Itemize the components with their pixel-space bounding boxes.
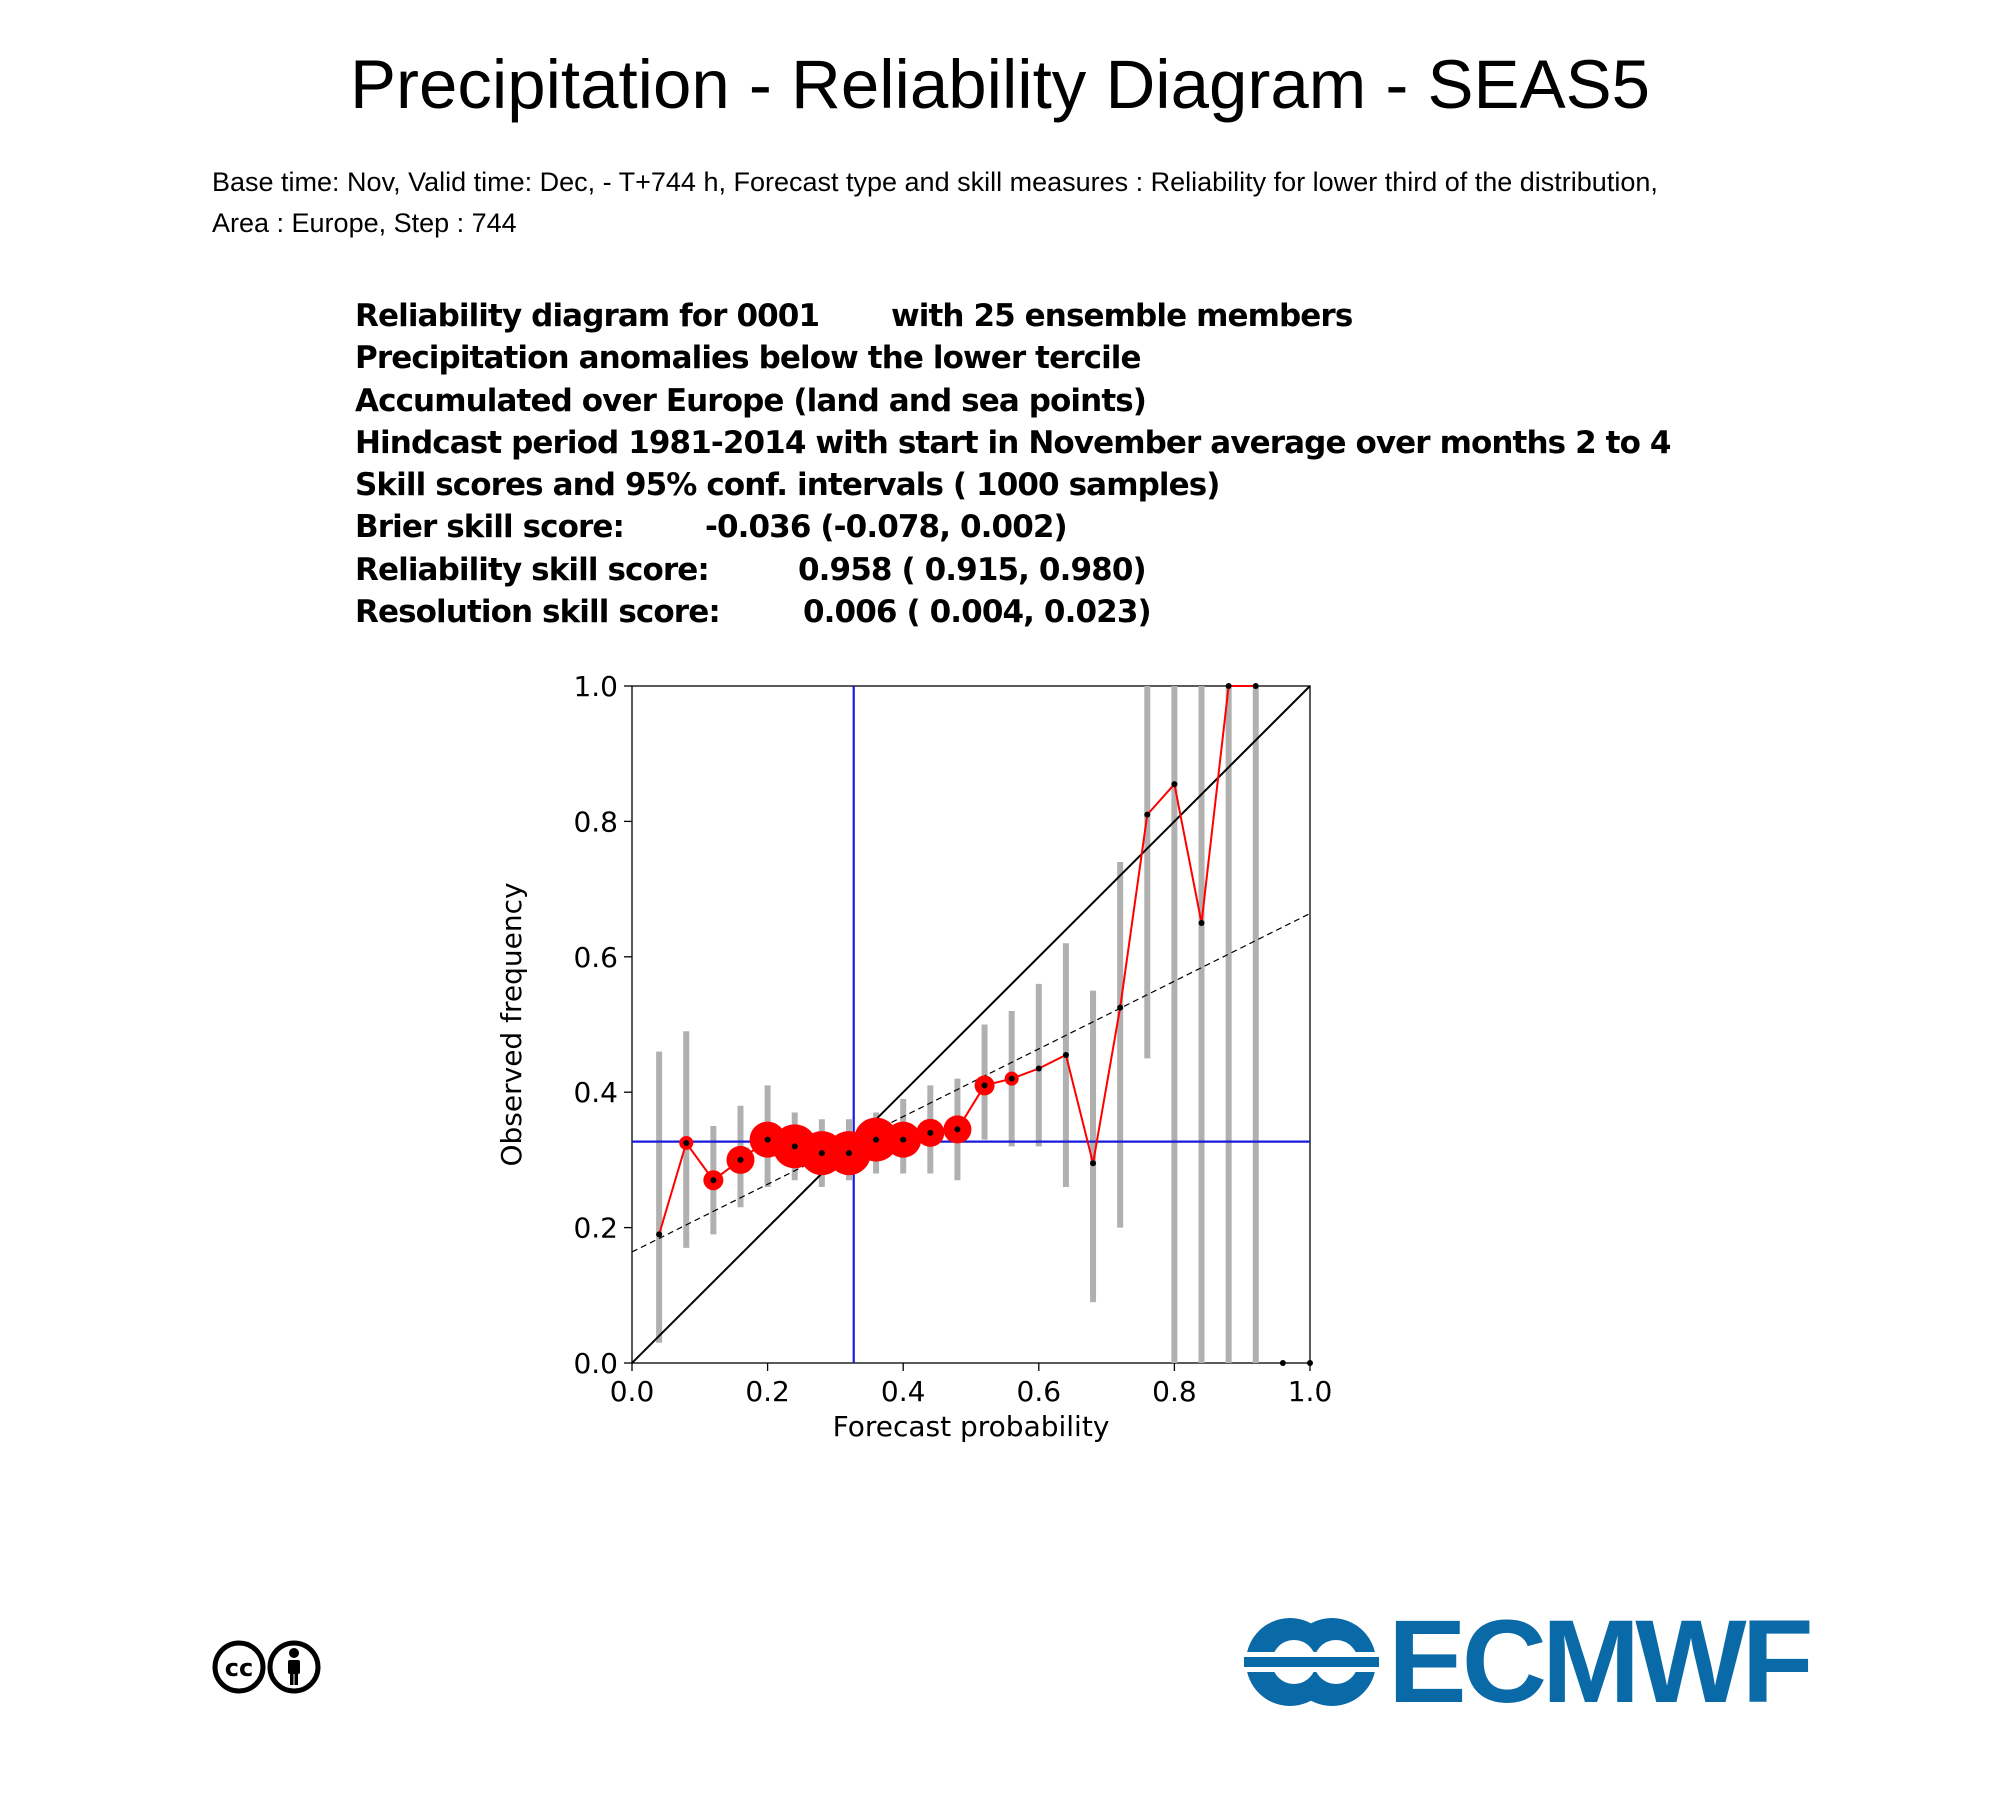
x-tick-label-5: 1.0 [1288, 1375, 1333, 1408]
reliability-point-14 [1035, 1065, 1042, 1072]
info-line-5: Skill scores and 95% conf. intervals ( 1… [355, 467, 1220, 504]
reliability-point-4 [764, 1136, 771, 1143]
y-tick-label-5: 1.0 [573, 670, 618, 703]
rel-value: 0.958 ( 0.915, 0.980) [798, 551, 1147, 588]
bss-label: Brier skill score: [355, 509, 625, 546]
y-axis-label: Observed frequency [495, 882, 528, 1166]
info-line-4: Hindcast period 1981-2014 with start in … [355, 424, 1671, 461]
reliability-point-20 [1198, 919, 1205, 926]
ecmwf-logo-text: ECMWF [1388, 1596, 1814, 1728]
y-tick-label-0: 0.0 [573, 1347, 618, 1380]
reliability-point-10 [927, 1129, 934, 1136]
plot-frame [631, 685, 1311, 1364]
no-skill-line [631, 912, 1311, 1253]
x-tick-label-4: 0.8 [1152, 1375, 1197, 1408]
chart-subtitle: Base time: Nov, Valid time: Dec, - T+744… [212, 162, 1912, 244]
reliability-point-1 [683, 1139, 690, 1146]
reliability-point-7 [845, 1150, 852, 1157]
info-line-1b: with 25 ensemble members [891, 298, 1353, 334]
info-block: Reliability diagram for 0001 with 25 ense… [355, 295, 1671, 633]
reliability-point-15 [1062, 1051, 1069, 1058]
res-label: Resolution skill score: [355, 594, 721, 631]
perfect-reliability-line [631, 685, 1311, 1364]
reliability-point-11 [954, 1126, 961, 1133]
reliability-point-8 [873, 1136, 880, 1143]
subtitle-line-2: Area : Europe, Step : 744 [212, 208, 517, 238]
reliability-point-21 [1225, 683, 1232, 689]
info-line-3: Accumulated over Europe (land and sea po… [355, 382, 1147, 419]
x-tick-label-2: 0.4 [881, 1375, 926, 1408]
reliability-point-17 [1117, 1004, 1124, 1011]
reliability-point-19 [1171, 781, 1178, 788]
y-tick-label-1: 0.2 [573, 1212, 618, 1245]
x-tick-label-1: 0.2 [745, 1375, 790, 1408]
y-tick-label-3: 0.6 [573, 941, 618, 974]
reliability-point-2 [710, 1177, 717, 1184]
cc-by-license-icon: cc [212, 1640, 321, 1694]
y-tick-label-4: 0.8 [573, 805, 618, 838]
x-tick-label-3: 0.6 [1017, 1375, 1062, 1408]
info-line-1: Reliability diagram for 0001 with 25 ense… [355, 295, 1671, 337]
info-line-1a: Reliability diagram for 0001 [355, 298, 820, 334]
reliability-point-13 [1008, 1075, 1015, 1082]
chart-title: Precipitation - Reliability Diagram - SE… [350, 46, 1650, 123]
reliability-point-9 [900, 1136, 907, 1143]
reliability-point-22 [1252, 683, 1259, 689]
res-value: 0.006 ( 0.004, 0.023) [803, 594, 1152, 631]
y-tick-label-2: 0.4 [573, 1076, 618, 1109]
reliability-point-6 [818, 1150, 825, 1157]
x-axis-label: Forecast probability [833, 1410, 1110, 1443]
ecmwf-logo-icon [1244, 1618, 1379, 1706]
reliability-point-12 [981, 1082, 988, 1089]
info-res: Resolution skill score: 0.006 ( 0.004, 0.… [355, 591, 1671, 633]
rel-label: Reliability skill score: [355, 551, 710, 588]
reliability-point-3 [737, 1156, 744, 1163]
reliability-point-18 [1144, 811, 1151, 818]
reliability-point-23 [1279, 1360, 1286, 1366]
subtitle-line-1: Base time: Nov, Valid time: Dec, - T+744… [212, 167, 1658, 197]
info-bss: Brier skill score: -0.036 (-0.078, 0.002) [355, 506, 1671, 548]
x-tick-label-0: 0.0 [610, 1375, 655, 1408]
bss-value: -0.036 (-0.078, 0.002) [705, 509, 1068, 546]
info-rel: Reliability skill score: 0.958 ( 0.915, 0… [355, 549, 1671, 591]
reliability-point-0 [656, 1231, 663, 1238]
info-line-2: Precipitation anomalies below the lower … [355, 340, 1142, 377]
reliability-point-5 [791, 1143, 798, 1150]
cc-text: cc [225, 1654, 253, 1682]
reliability-point-16 [1090, 1160, 1097, 1167]
